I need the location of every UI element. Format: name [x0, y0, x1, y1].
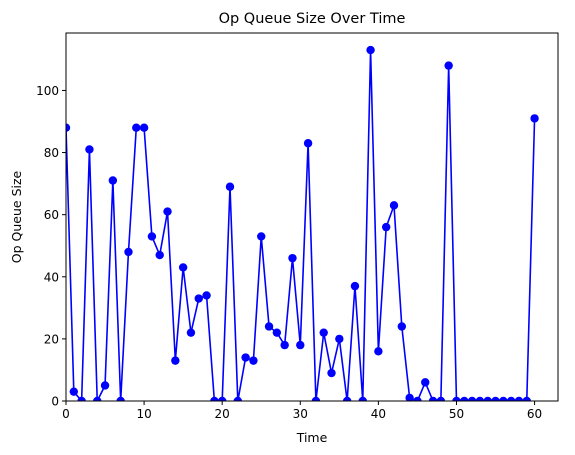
data-point — [491, 396, 500, 401]
data-point — [342, 396, 352, 401]
x-axis-label: Time — [296, 430, 328, 445]
series-layer — [66, 45, 539, 401]
x-tick-label: 10 — [136, 407, 151, 421]
data-point — [405, 393, 414, 401]
data-point — [124, 247, 133, 257]
data-point — [311, 396, 321, 401]
data-point — [264, 322, 274, 331]
data-point — [366, 45, 375, 55]
data-point — [147, 232, 157, 241]
data-point — [319, 328, 328, 337]
data-point — [210, 396, 219, 401]
data-point — [249, 356, 258, 365]
x-tick-label: 20 — [215, 407, 230, 421]
data-point — [85, 145, 94, 154]
data-point — [530, 114, 539, 123]
data-point — [428, 396, 438, 401]
data-point — [108, 176, 118, 185]
data-point — [381, 222, 391, 232]
x-tick-label: 50 — [449, 407, 464, 421]
x-axis-ticks: 0 10 20 30 40 50 60 — [62, 401, 542, 421]
data-point — [483, 396, 492, 401]
plot-area — [65, 32, 559, 402]
data-point — [163, 207, 172, 216]
y-tick-label: 20 — [44, 332, 59, 346]
y-tick-label: 40 — [44, 270, 59, 284]
data-point — [303, 139, 313, 148]
data-point — [241, 353, 250, 362]
data-point — [178, 263, 188, 272]
data-point — [171, 356, 180, 365]
data-point — [436, 396, 446, 401]
data-point — [280, 340, 289, 350]
data-point — [335, 334, 344, 344]
data-point — [233, 396, 243, 401]
data-point — [66, 123, 71, 132]
x-tick-label: 0 — [62, 407, 70, 421]
data-point — [506, 396, 516, 401]
data-point — [93, 396, 102, 401]
data-point — [460, 396, 469, 401]
data-point — [475, 396, 485, 401]
data-point — [421, 378, 430, 387]
data-point — [389, 201, 399, 210]
y-tick-label: 60 — [44, 208, 59, 222]
data-point — [132, 123, 141, 132]
data-point — [69, 387, 79, 396]
y-tick-label: 0 — [51, 395, 59, 409]
data-point — [100, 381, 110, 390]
data-point — [397, 322, 407, 331]
data-point — [155, 250, 164, 260]
data-point — [522, 396, 531, 401]
data-point — [413, 396, 422, 401]
data-point — [288, 253, 297, 263]
data-point — [444, 61, 453, 70]
data-point — [217, 396, 227, 401]
chart-title: Op Queue Size Over Time — [219, 11, 406, 27]
data-point — [186, 328, 196, 337]
data-point — [350, 281, 360, 291]
data-point — [358, 396, 367, 401]
y-axis-ticks: 0 20 40 60 80 100 — [36, 84, 66, 409]
data-point — [452, 396, 461, 401]
data-point — [272, 328, 282, 337]
y-tick-label: 80 — [44, 146, 59, 160]
x-tick-label: 30 — [293, 407, 308, 421]
y-tick-label: 100 — [36, 84, 59, 98]
data-point — [77, 396, 86, 401]
data-point — [139, 123, 149, 132]
data-point — [116, 396, 125, 401]
data-point — [225, 182, 235, 191]
y-axis-label: Op Queue Size — [9, 170, 24, 263]
data-point — [202, 291, 211, 300]
data-point — [296, 340, 305, 350]
data-point — [467, 396, 477, 401]
data-point — [374, 347, 383, 356]
data-point — [514, 396, 524, 401]
data-point — [499, 396, 508, 401]
plot-background — [66, 33, 558, 401]
plot-frame — [65, 32, 559, 402]
x-tick-label: 40 — [371, 407, 386, 421]
data-point — [194, 294, 203, 303]
data-point — [257, 232, 266, 241]
data-point — [327, 368, 336, 378]
x-tick-label: 60 — [527, 407, 542, 421]
